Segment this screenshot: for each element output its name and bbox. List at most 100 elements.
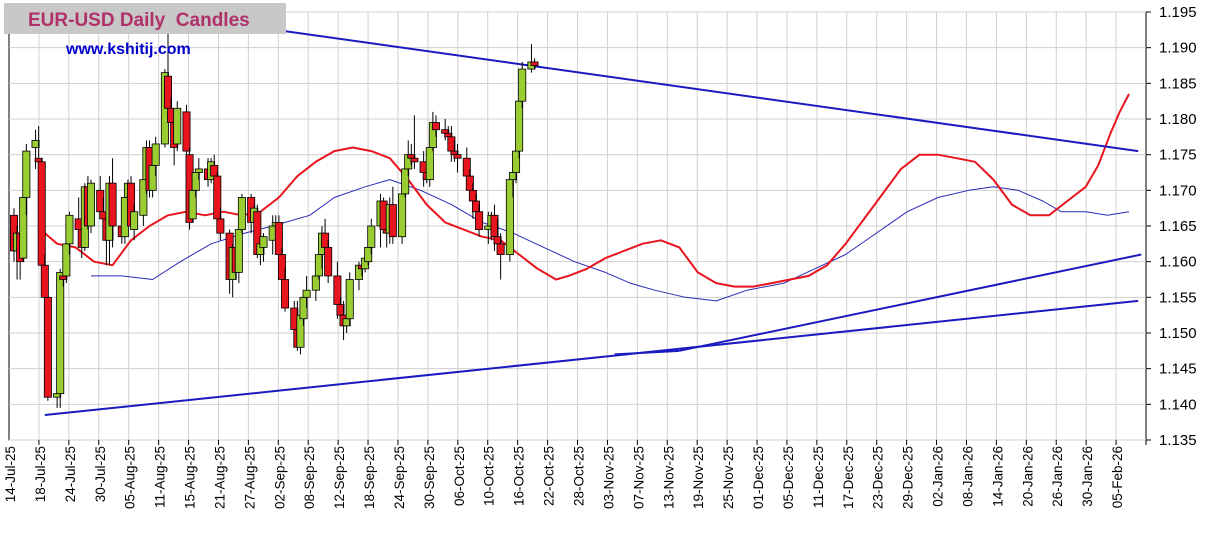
candles [9,29,539,408]
candle [108,158,117,248]
x-tick-label: 11-Dec-25 [811,446,826,508]
candle-body [333,275,342,305]
x-tick-label: 30-Jul-25 [93,446,108,502]
y-tick-label: 1.140 [1159,396,1197,413]
candle-body [216,218,225,234]
candle-body [471,200,480,213]
x-tick-label: 12-Sep-25 [332,446,347,509]
candle-body [518,68,527,102]
candle-body [493,236,502,245]
candle-body [475,211,484,230]
candle-body [321,232,330,248]
x-tick-label: 20-Jan-26 [1020,446,1035,507]
candle-body [182,111,191,152]
short-moving-average-line [44,93,1130,288]
x-tick-label: 13-Nov-25 [661,446,676,509]
candle [475,204,484,237]
x-tick-label: 14-Jul-25 [3,446,18,502]
x-tick-label: 18-Jul-25 [33,446,48,502]
candle [431,115,440,137]
y-tick-label: 1.185 [1159,75,1197,92]
x-tick-label: 05-Feb-26 [1110,446,1125,508]
candle-body [259,236,268,248]
x-tick-label: 02-Jan-26 [931,446,946,507]
candle-body [342,318,351,327]
candle [324,240,333,284]
candle-body [274,222,283,255]
candle-body [425,147,434,181]
candle-body [431,122,440,131]
candle [515,97,524,159]
x-tick-label: 02-Sep-25 [272,446,287,509]
candle-body [450,150,459,156]
x-tick-label: 24-Jul-25 [63,446,78,502]
candle-body [173,107,182,145]
candle-body [148,164,157,191]
candle-body [194,168,203,173]
candle [43,296,52,401]
x-tick-label: 11-Aug-25 [153,446,168,508]
candle-body [34,157,43,163]
trendline [679,253,1142,352]
x-tick-label: 25-Nov-25 [721,446,736,509]
y-tick-label: 1.165 [1159,218,1197,235]
x-tick-label: 03-Nov-25 [601,446,616,509]
candle-body [367,225,376,248]
x-tick-label: 15-Aug-25 [183,446,198,509]
y-tick-label: 1.135 [1159,432,1197,449]
candle-body [296,314,305,348]
candle [182,104,191,159]
candle-body [108,182,117,227]
trendlines [44,28,1142,417]
candle-body [490,214,499,238]
candle-body [508,172,517,181]
chart-title: EUR-USD Daily Candles [28,10,250,31]
candle-body [311,275,320,291]
y-tick-label: 1.170 [1159,182,1197,199]
y-tick-label: 1.160 [1159,254,1197,271]
x-tick-label: 30-Jan-26 [1080,446,1095,507]
candle [213,172,222,226]
candle [65,211,74,255]
x-tick-label: 14-Jan-26 [990,446,1005,507]
y-tick-label: 1.180 [1159,111,1197,128]
candle [302,275,311,309]
candle [453,143,462,173]
candle [398,190,407,244]
x-tick-label: 10-Oct-25 [482,446,497,506]
candle [518,61,527,109]
candle [151,136,160,177]
x-tick-label: 08-Jan-26 [960,446,975,507]
candle-body [398,193,407,238]
x-tick-label: 07-Nov-25 [631,446,646,509]
candle-body [314,254,323,277]
x-tick-label: 01-Dec-25 [751,446,766,509]
candle-body [447,136,456,152]
candle-body [407,154,416,159]
candle-body [37,161,46,266]
y-tick-label: 1.150 [1159,325,1197,342]
candle-body [130,211,139,230]
candle-body [462,157,471,177]
x-tick-label: 18-Sep-25 [362,446,377,509]
candle [496,233,505,280]
x-tick-label: 16-Oct-25 [512,446,527,506]
website-label: www.kshitij.com [66,41,191,58]
candle-body [453,154,462,159]
y-tick-label: 1.155 [1159,289,1197,306]
x-tick-label: 22-Oct-25 [542,446,557,506]
y-tick-label: 1.145 [1159,361,1197,378]
candle-body [96,189,105,213]
candle-body [299,296,308,320]
x-tick-label: 17-Dec-25 [841,446,856,509]
title-box: EUR-USD Daily Candles [4,3,286,34]
candle-body [213,175,222,220]
candle-body [43,296,52,398]
candle [259,233,268,262]
candle-body [56,271,65,395]
candle-body [237,197,246,230]
candle [410,115,419,169]
y-tick-label: 1.175 [1159,147,1197,164]
x-tick-label: 30-Sep-25 [422,446,437,509]
x-tick-label: 05-Dec-25 [781,446,796,509]
